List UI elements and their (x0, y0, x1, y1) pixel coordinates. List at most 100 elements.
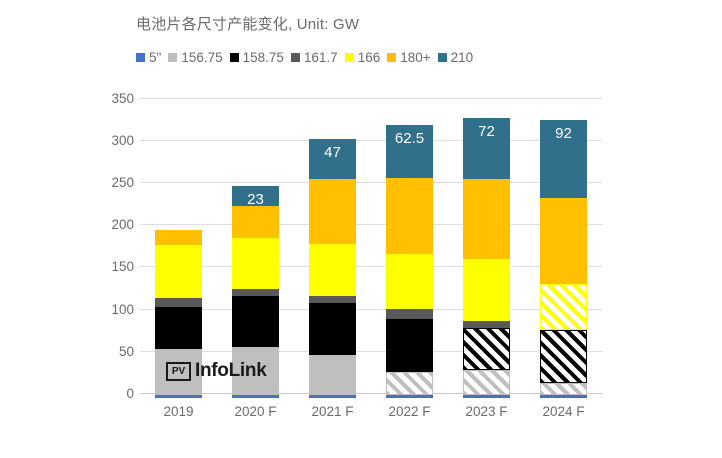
bar-segment-156-75[interactable] (540, 382, 587, 396)
legend-label: 161.7 (303, 50, 338, 65)
y-axis-labels: 0 50 100 150 200 250 300 350 (86, 91, 134, 401)
gridline (140, 224, 602, 226)
bar-segment-166[interactable] (386, 254, 433, 310)
bar-segment-158-75[interactable] (155, 306, 202, 350)
chart-legend: 5" 156.75 158.75 161.7 166 180+ 210 (136, 51, 473, 65)
legend-swatch-icon (168, 53, 178, 63)
bar-segment-180[interactable] (386, 177, 433, 255)
legend-item-156-75[interactable]: 156.75 (168, 51, 223, 65)
legend-swatch-icon (437, 53, 447, 63)
bar-segment-161-7[interactable] (232, 289, 279, 296)
bar-segment-156-75[interactable] (155, 349, 202, 396)
bar-segment-158-75[interactable] (463, 327, 510, 371)
legend-label: 166 (357, 50, 381, 65)
bar-segment-166[interactable] (155, 245, 202, 298)
bar-segment-166[interactable] (232, 238, 279, 290)
bar-2022-F[interactable]: 62.5 (386, 97, 433, 398)
plot-area: 23 47 62.5 72 92 (140, 92, 602, 398)
y-tick-label: 50 (118, 343, 134, 359)
infolink-watermark: PV InfoLink (166, 360, 267, 382)
bar-segment-156-75[interactable] (463, 370, 510, 396)
bar-segment-180[interactable] (463, 178, 510, 259)
bar-value-label: 72 (478, 122, 495, 140)
bar-2021-F[interactable]: 47 (309, 97, 356, 398)
gridline (140, 97, 602, 99)
bar-value-label: 23 (247, 191, 264, 209)
bar-segment-180[interactable] (155, 230, 202, 246)
legend-label: 180+ (400, 50, 431, 65)
legend-item-5[interactable]: 5" (136, 51, 161, 65)
bar-segment-210[interactable]: 62.5 (386, 124, 433, 178)
y-tick-label: 150 (111, 259, 134, 275)
legend-item-161-7[interactable]: 161.7 (290, 50, 338, 65)
bar-segment-210[interactable]: 92 (540, 120, 587, 198)
legend-label: 210 (450, 50, 474, 65)
bar-value-label: 92 (555, 125, 572, 143)
gridline (140, 139, 602, 141)
gridline (140, 350, 602, 352)
bar-segment-5[interactable] (463, 395, 510, 398)
legend-swatch-icon (290, 53, 300, 63)
bar-segment-5[interactable] (540, 395, 587, 398)
bar-segment-158-75[interactable] (232, 295, 279, 347)
bar-segment-180[interactable] (540, 197, 587, 285)
bar-segment-161-7[interactable] (309, 295, 356, 303)
bar-value-label: 62.5 (394, 129, 425, 147)
x-tick-label: 2020 F (234, 404, 277, 419)
bar-segment-5[interactable] (155, 395, 202, 398)
bar-segment-210[interactable]: 23 (232, 186, 279, 209)
legend-item-158-75[interactable]: 158.75 (229, 50, 284, 65)
bar-segment-156-75[interactable] (232, 346, 279, 396)
x-tick-label: 2024 F (542, 404, 585, 419)
x-axis-labels: 2019 2020 F 2021 F 2022 F 2023 F 2024 F (140, 399, 602, 423)
bar-segment-161-7[interactable] (386, 309, 433, 320)
y-tick-label: 200 (111, 217, 134, 233)
bar-segment-156-75[interactable] (386, 371, 433, 396)
bar-segment-161-7[interactable] (155, 297, 202, 307)
axis-line-zero (140, 393, 602, 394)
gridline (140, 266, 602, 268)
bar-segment-166[interactable] (309, 243, 356, 296)
y-tick-label: 100 (111, 301, 134, 317)
gridline (140, 308, 602, 310)
bar-segment-180[interactable] (232, 205, 279, 239)
bar-segment-210[interactable]: 72 (463, 117, 510, 179)
bar-2020-F[interactable]: 23 (232, 97, 279, 398)
bar-segment-5[interactable] (386, 395, 433, 398)
pv-badge-icon: PV (166, 361, 191, 381)
legend-label: 158.75 (242, 50, 284, 65)
gridline (140, 181, 602, 183)
y-tick-label: 300 (111, 132, 134, 148)
bar-segment-5[interactable] (309, 395, 356, 398)
bar-segment-158-75[interactable] (309, 302, 356, 355)
legend-item-180[interactable]: 180+ (387, 50, 431, 65)
bar-segment-166[interactable] (463, 258, 510, 322)
bar-2023-F[interactable]: 72 (463, 97, 510, 398)
x-tick-label: 2022 F (388, 404, 431, 419)
x-tick-label: 2019 (163, 404, 194, 419)
bar-segment-156-75[interactable] (309, 354, 356, 396)
legend-swatch-icon (229, 53, 239, 63)
legend-swatch-icon (344, 53, 354, 63)
y-tick-label: 250 (111, 174, 134, 190)
legend-item-166[interactable]: 166 (344, 50, 381, 65)
legend-swatch-icon (387, 53, 397, 63)
bar-segment-5[interactable] (232, 395, 279, 398)
bar-segment-158-75[interactable] (540, 330, 587, 383)
bar-2019[interactable] (155, 97, 202, 398)
bar-value-label: 47 (324, 143, 341, 161)
x-tick-label: 2021 F (311, 404, 354, 419)
legend-swatch-icon (136, 53, 145, 63)
bar-segment-210[interactable]: 47 (309, 138, 356, 179)
bar-segment-180[interactable] (309, 178, 356, 244)
x-tick-label: 2023 F (465, 404, 508, 419)
y-tick-label: 0 (126, 386, 134, 401)
bar-segment-166[interactable] (540, 284, 587, 331)
legend-label: 5" (149, 50, 162, 65)
chart-title: 电池片各尺寸产能变化, Unit: GW (136, 16, 360, 33)
bar-segment-161-7[interactable] (463, 321, 510, 328)
legend-item-210[interactable]: 210 (437, 50, 474, 65)
bar-2024-F[interactable]: 92 (540, 97, 587, 398)
bar-segment-158-75[interactable] (386, 319, 433, 372)
